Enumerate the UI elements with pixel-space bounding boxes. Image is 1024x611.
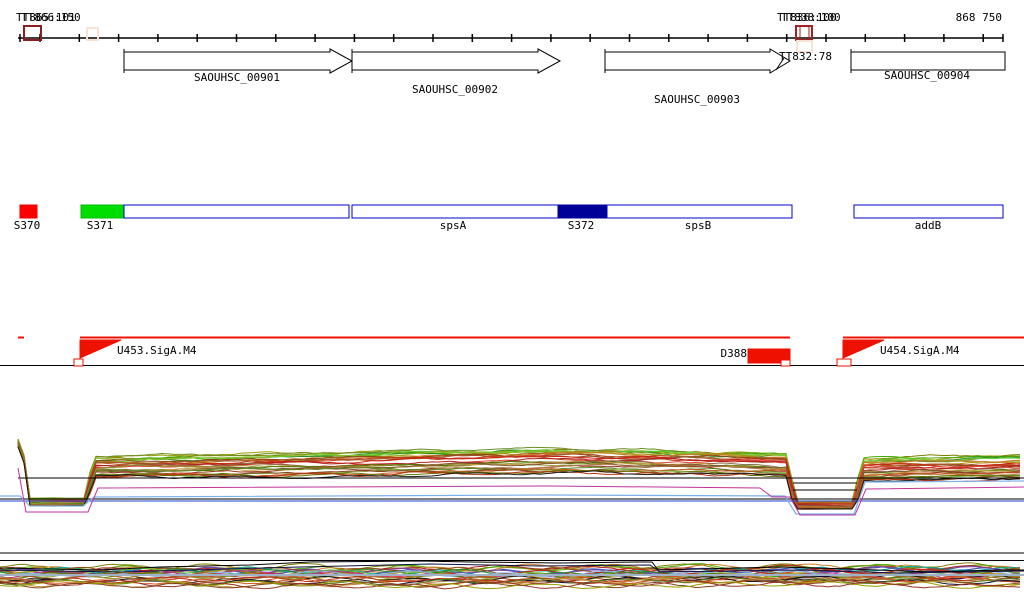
gene-arrow[interactable] [605,49,790,73]
promoter-anchor-box[interactable] [74,359,83,366]
feature-label[interactable]: spsB [685,219,712,232]
transcript-track: U453.SigA.M4 U454.SigA.M4 D388 [0,338,1024,367]
gene-box[interactable] [851,52,1005,70]
terminator-anchor-box[interactable] [781,360,790,366]
feature-box[interactable] [854,205,1003,218]
gene-terminator-label[interactable]: TT832:78 [779,50,832,63]
gene-arrow[interactable] [124,49,352,73]
promoter-flag[interactable] [843,340,884,358]
feature-label[interactable]: S371 [87,219,114,232]
feature-track: S370 S371 spsA S372 spsB addB [14,205,1003,232]
feature-box[interactable] [20,205,37,218]
feature-label[interactable]: S370 [14,219,41,232]
coordinate-ruler [18,26,1003,52]
gene-label[interactable]: SAOUHSC_00903 [654,93,740,106]
feature-label[interactable]: spsA [440,219,467,232]
gene-label[interactable]: SAOUHSC_00904 [884,69,970,82]
promoter-anchor-box[interactable] [837,359,851,366]
promoter-flag[interactable] [80,340,121,358]
transcription-unit-label[interactable]: U454.SigA.M4 [880,344,960,357]
feature-box[interactable] [607,205,792,218]
transcription-unit-label[interactable]: U453.SigA.M4 [117,344,197,357]
feature-box[interactable] [81,205,124,218]
gene-label[interactable]: SAOUHSC_00902 [412,83,498,96]
browser-canvas: SAOUHSC_00901 SAOUHSC_00902 SAOUHSC_00903 S… [0,0,1024,611]
gene-label[interactable]: SAOUHSC_00901 [194,71,280,84]
gene-arrow[interactable] [352,49,560,73]
coverage-panels [0,439,1024,589]
feature-box[interactable] [124,205,349,218]
gene-track: SAOUHSC_00901 SAOUHSC_00902 SAOUHSC_00903 S… [124,49,1005,106]
genome-browser-view: TT865:101 TT866:150 TT836:100 TT838:100 … [0,0,1024,611]
terminator-label[interactable]: D388 [721,347,748,360]
feature-box[interactable] [558,205,607,218]
feature-label[interactable]: addB [915,219,942,232]
feature-label[interactable]: S372 [568,219,595,232]
feature-box[interactable] [352,205,558,218]
